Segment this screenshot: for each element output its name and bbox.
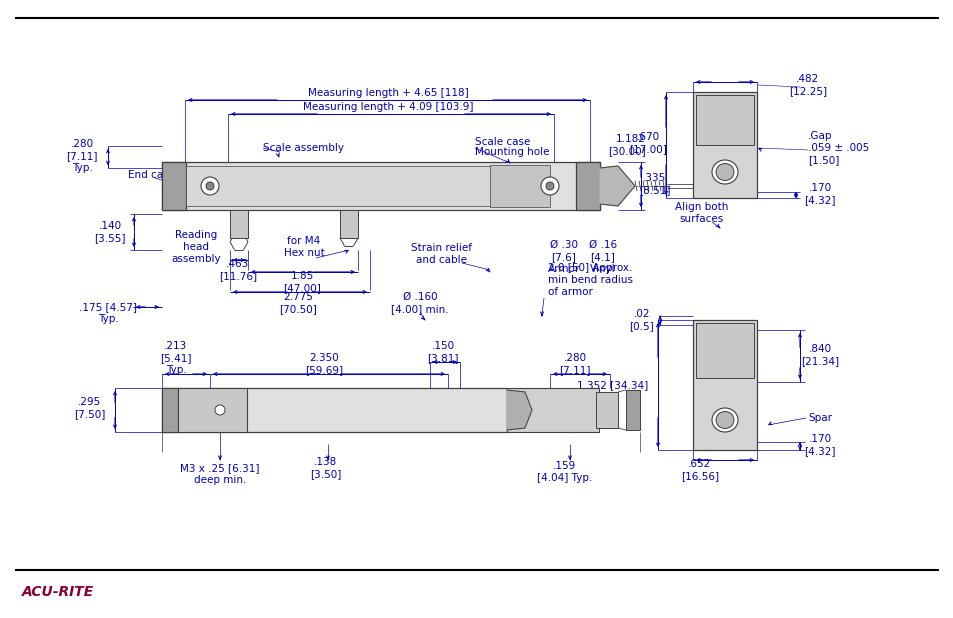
Bar [162,162,599,210]
Bar [186,166,496,206]
Text: .670
[17.00]: .670 [17.00] [628,132,666,154]
Text: .652
[16.56]: .652 [16.56] [680,459,719,481]
Text: .138
[3.50]: .138 [3.50] [310,457,341,479]
Text: .175 [4.57]
Typ.: .175 [4.57] Typ. [79,302,137,324]
Text: .170
[4.32]: .170 [4.32] [803,183,835,205]
Text: 2.350
[59.69]: 2.350 [59.69] [305,353,343,375]
Text: 1.182
[30.00]: 1.182 [30.00] [608,134,645,156]
Text: Ø .160
[4.00] min.: Ø .160 [4.00] min. [391,292,448,314]
Text: .213
[5.41]
Typ.: .213 [5.41] Typ. [160,341,192,375]
Text: 1.85
[47.00]: 1.85 [47.00] [283,271,320,293]
Text: End cap: End cap [128,170,170,180]
Bar [506,388,598,432]
Bar [576,162,599,210]
Bar [696,95,753,145]
Text: .295
[7.50]: .295 [7.50] [74,397,106,419]
Text: Strain relief
and cable: Strain relief and cable [411,243,472,265]
Text: .140
[3.55]: .140 [3.55] [94,221,126,243]
Bar [230,210,248,238]
Text: 1.352 [34.34]: 1.352 [34.34] [577,380,647,390]
Text: M3 x .25 [6.31]
deep min.: M3 x .25 [6.31] deep min. [180,463,259,485]
Text: .02
[0.5]: .02 [0.5] [629,309,654,331]
Text: 2.775
[70.50]: 2.775 [70.50] [279,292,316,314]
Text: Ø .16
[4.1]
Vinyl: Ø .16 [4.1] Vinyl [588,240,617,274]
Text: Measuring length + 4.09 [103.9]: Measuring length + 4.09 [103.9] [302,102,473,112]
Text: .335
[8.51]: .335 [8.51] [639,173,670,195]
Text: 2.0 [50] Approx.
min bend radius
of armor: 2.0 [50] Approx. min bend radius of armo… [547,263,633,297]
Circle shape [201,177,219,195]
Bar [625,390,639,430]
Ellipse shape [711,160,738,184]
Circle shape [540,177,558,195]
Bar [692,92,757,198]
Text: .150
[3.81]: .150 [3.81] [427,341,458,363]
Ellipse shape [711,408,738,432]
Circle shape [214,405,225,415]
Text: .280
[7.11]: .280 [7.11] [558,353,590,375]
Text: ACU-RITE: ACU-RITE [22,585,94,599]
Ellipse shape [716,164,733,180]
Bar [162,162,186,210]
Polygon shape [599,166,635,206]
Text: .170
[4.32]: .170 [4.32] [803,434,835,456]
Text: Measuring length + 4.65 [118]: Measuring length + 4.65 [118] [307,88,468,98]
Text: .280
[7.11]
Typ.: .280 [7.11] Typ. [66,138,97,174]
Circle shape [545,182,554,190]
Text: Align both
surfaces: Align both surfaces [675,202,728,224]
Text: for M4
Hex nut: for M4 Hex nut [283,236,324,258]
Bar [692,320,757,450]
Bar [162,388,178,432]
Bar [162,388,506,432]
Circle shape [206,182,213,190]
Bar [490,165,550,207]
Text: .159
[4.04] Typ.: .159 [4.04] Typ. [537,461,592,483]
Text: Reading
head
assembly: Reading head assembly [171,230,220,265]
Polygon shape [506,390,532,430]
Text: .463
[11.76]: .463 [11.76] [218,259,256,281]
Text: .Gap
.059 ± .005
[1.50]: .Gap .059 ± .005 [1.50] [807,130,868,166]
Bar [596,392,618,428]
Text: Ø .30
[7.6]
Armor: Ø .30 [7.6] Armor [547,240,579,274]
Text: .482
[12.25]: .482 [12.25] [788,74,826,96]
Text: Spar: Spar [807,413,831,423]
Text: Scale case: Scale case [475,137,530,147]
Bar [696,323,753,378]
Text: Mounting hole: Mounting hole [475,147,549,157]
Bar [339,210,357,238]
Ellipse shape [716,412,733,428]
Text: Scale assembly: Scale assembly [263,143,344,153]
Text: .840
[21.34]: .840 [21.34] [801,344,839,366]
Bar [162,388,247,432]
